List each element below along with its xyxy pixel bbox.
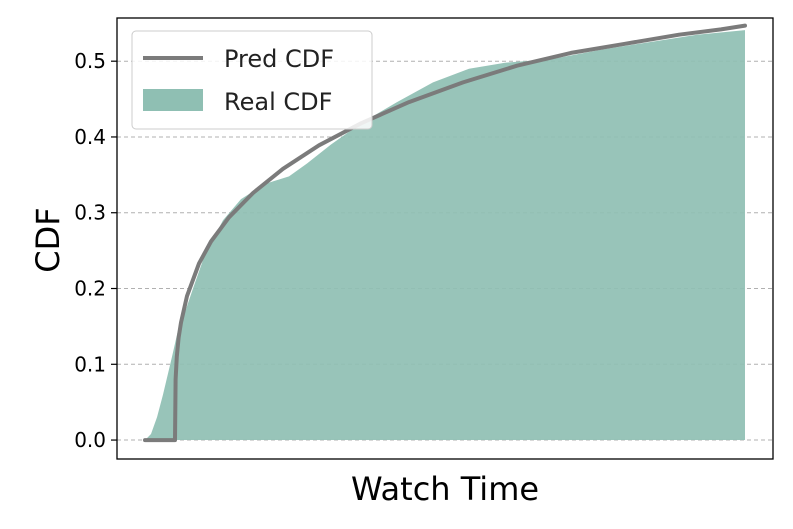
legend-real-swatch (143, 89, 203, 111)
legend-pred-label: Pred CDF (224, 45, 334, 73)
pred-cdf-layer (143, 23, 747, 443)
y-tick-label-1: 0.1 (74, 352, 106, 376)
real-cdf-area (145, 30, 745, 441)
y-axis-title: CDF (29, 207, 67, 272)
y-tick-label-3: 0.3 (74, 201, 106, 225)
pred-cdf-line (143, 23, 747, 443)
legend-real-label: Real CDF (224, 88, 332, 116)
y-tick-label-0: 0.0 (74, 428, 106, 452)
x-axis-title: Watch Time (351, 470, 539, 508)
plot-frame (116, 17, 774, 460)
y-tick-label-5: 0.5 (74, 49, 106, 73)
legend: Pred CDF Real CDF (131, 30, 373, 130)
y-tick-label-4: 0.4 (74, 125, 106, 149)
y-tick-label-2: 0.2 (74, 277, 106, 301)
y-axis-ticks: 0.0 0.1 0.2 0.3 0.4 0.5 (74, 49, 117, 452)
real-cdf-layer (145, 30, 745, 441)
